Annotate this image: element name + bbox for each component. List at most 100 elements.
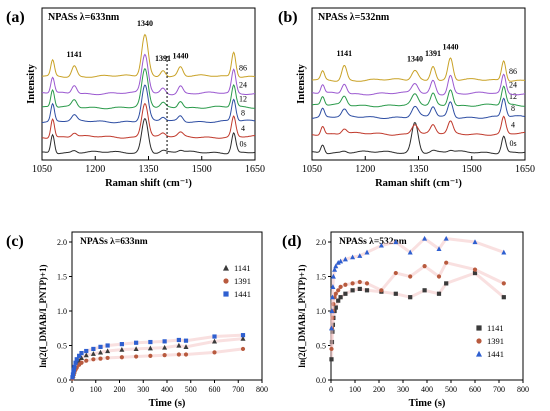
data-point [98, 356, 103, 361]
data-point [408, 295, 413, 300]
data-point [501, 295, 506, 300]
data-point [183, 344, 189, 349]
x-axis-label: Time (s) [149, 398, 186, 409]
data-point [350, 281, 355, 286]
data-point [436, 246, 442, 251]
data-point [71, 367, 76, 372]
data-point [444, 281, 449, 286]
data-point [84, 348, 89, 354]
y-tick-label: 1.0 [57, 307, 67, 316]
data-point [436, 274, 442, 279]
legend-marker [476, 350, 482, 357]
spectrum-line-86 [311, 57, 526, 82]
panel-title: NPASs λ=633nm [80, 237, 148, 247]
legend-marker [223, 278, 229, 284]
data-point [378, 242, 384, 248]
data-point [338, 284, 343, 289]
panel-label: (b) [278, 9, 298, 26]
x-tick-label: 100 [349, 385, 361, 394]
data-point [357, 279, 362, 285]
data-point [422, 235, 428, 241]
series-label: 8 [241, 108, 245, 117]
data-point [162, 339, 167, 344]
panel-label: (c) [6, 233, 24, 250]
data-point [336, 288, 341, 293]
x-tick-label: 400 [421, 385, 433, 394]
data-point [501, 249, 507, 255]
x-tick-label: 700 [232, 385, 244, 394]
y-axis-label: ln(2(I_DMAB/I_PNTP)+1) [38, 264, 48, 367]
y-tick-label: 0.5 [316, 342, 326, 351]
y-tick-label: 1.5 [57, 273, 67, 282]
data-point [212, 334, 217, 339]
data-point [105, 348, 111, 354]
data-point [472, 267, 478, 272]
data-point [332, 266, 338, 272]
spectrum-line-4 [41, 102, 256, 139]
panel-title: NPASs λ=532nm [339, 237, 407, 247]
x-tick-label: 1350 [139, 164, 159, 175]
data-point [443, 235, 449, 241]
data-point [105, 355, 110, 361]
data-point [333, 305, 338, 310]
legend-label: 1391 [234, 276, 251, 286]
data-point [84, 358, 89, 363]
data-point [90, 351, 96, 356]
data-point [393, 270, 398, 276]
series-label: 8 [511, 104, 515, 113]
data-point [119, 346, 125, 352]
data-point [422, 288, 427, 293]
peak-label: 1141 [67, 50, 83, 59]
x-tick-label: 600 [469, 385, 481, 394]
y-axis-label: Intensity [26, 63, 37, 103]
series-label: 4 [511, 121, 515, 130]
spectra-panel-1: (b) NPASs λ=532nm 1050 1200 1350 1500 1650 Rama… [278, 7, 535, 189]
x-tick-label: 500 [445, 385, 457, 394]
panel-label: (a) [6, 9, 25, 26]
x-tick-label: 200 [373, 385, 385, 394]
spectra-panel-0: (a) NPASs λ=633nm 1050 1200 1350 1500 1650 Rama… [6, 7, 265, 189]
data-point [77, 353, 82, 358]
data-point [350, 254, 356, 260]
data-point [240, 335, 246, 341]
legend-label: 1391 [487, 336, 504, 346]
y-axis-label: Intensity [296, 63, 307, 103]
data-point [335, 260, 341, 265]
data-point [357, 253, 363, 258]
peak-label: 1141 [337, 49, 353, 58]
x-tick-label: 1350 [409, 164, 429, 175]
x-axis-label: Raman shift (cm⁻¹) [375, 178, 462, 189]
data-point [472, 270, 478, 276]
y-tick-label: 1.5 [316, 273, 326, 282]
x-tick-label: 800 [517, 385, 529, 394]
data-point [98, 349, 103, 355]
data-point [240, 346, 246, 352]
y-tick-label: 2.0 [57, 238, 67, 247]
data-point [134, 354, 139, 359]
series-label: 86 [509, 67, 517, 76]
x-tick-label: 1500 [192, 164, 212, 175]
x-axis-label: Raman shift (cm⁻¹) [105, 178, 192, 189]
data-point [176, 337, 181, 343]
data-point [364, 281, 370, 286]
data-point [393, 291, 398, 296]
data-point [119, 342, 124, 347]
data-point [330, 273, 336, 279]
x-tick-label: 800 [256, 385, 268, 394]
data-point [133, 346, 139, 352]
x-tick-label: 1050 [302, 164, 322, 175]
data-point [329, 308, 335, 314]
legend-marker [223, 264, 229, 271]
data-point [342, 256, 348, 262]
data-point [379, 288, 384, 293]
peak-label: 1340 [407, 54, 423, 63]
legend-label: 1441 [487, 349, 504, 359]
data-point [444, 260, 449, 265]
series-label: 12 [239, 94, 247, 103]
fit-curve-1141 [330, 271, 505, 360]
panel-title: NPASs λ=633nm [48, 12, 120, 23]
spectrum-line-8 [311, 97, 526, 119]
panel-label: (d) [282, 233, 302, 250]
legend-marker [476, 325, 482, 331]
